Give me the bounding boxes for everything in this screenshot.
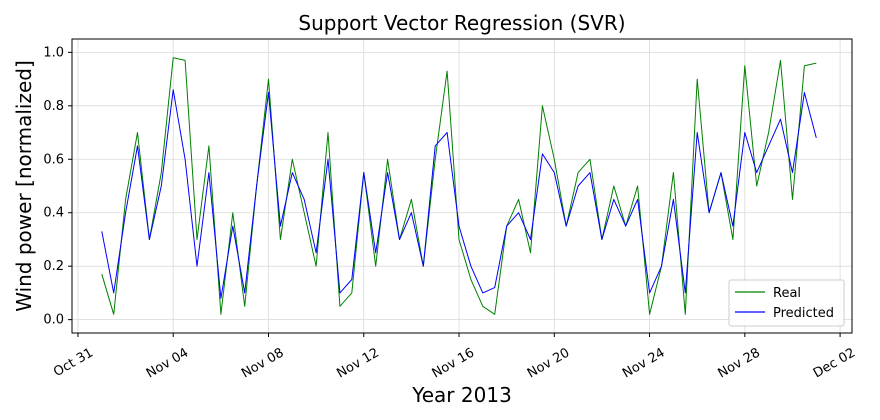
legend-label-real: Real <box>773 286 801 301</box>
y-axis-label: Wind power [normalized] <box>12 60 36 312</box>
y-tick-label: 1.0 <box>43 45 64 60</box>
grid <box>72 39 852 333</box>
legend-label-predicted: Predicted <box>773 306 834 321</box>
series-line-real <box>101 57 817 315</box>
x-tick-label: Nov 20 <box>525 345 572 381</box>
x-tick-label: Dec 02 <box>811 345 858 381</box>
plot-frame <box>71 38 853 334</box>
legend: Real Predicted <box>728 279 845 327</box>
plot-area <box>101 57 817 315</box>
y-tick-label: 0.6 <box>43 152 64 167</box>
chart-title: Support Vector Regression (SVR) <box>298 11 625 35</box>
x-tick-label: Nov 08 <box>239 345 286 381</box>
y-tick-label: 0.0 <box>43 313 64 328</box>
x-tick-label: Nov 04 <box>144 345 191 381</box>
y-tick-label: 0.2 <box>43 259 64 274</box>
x-tick-label: Nov 16 <box>430 345 477 381</box>
x-tick-label: Nov 28 <box>715 345 762 381</box>
y-tick-label: 0.8 <box>43 99 64 114</box>
x-tick-label: Oct 31 <box>51 345 96 380</box>
x-tick-label: Nov 12 <box>334 345 381 381</box>
x-axis-label: Year 2013 <box>411 383 512 407</box>
y-ticks: 0.0 0.2 0.4 0.6 0.8 1.0 <box>43 45 72 328</box>
series-line-predicted <box>101 89 817 299</box>
x-tick-label: Nov 24 <box>620 345 667 381</box>
x-ticks: Oct 31 Nov 04 Nov 08 Nov 12 Nov 16 Nov 20 Nov … <box>51 333 858 381</box>
y-tick-label: 0.4 <box>43 206 64 221</box>
